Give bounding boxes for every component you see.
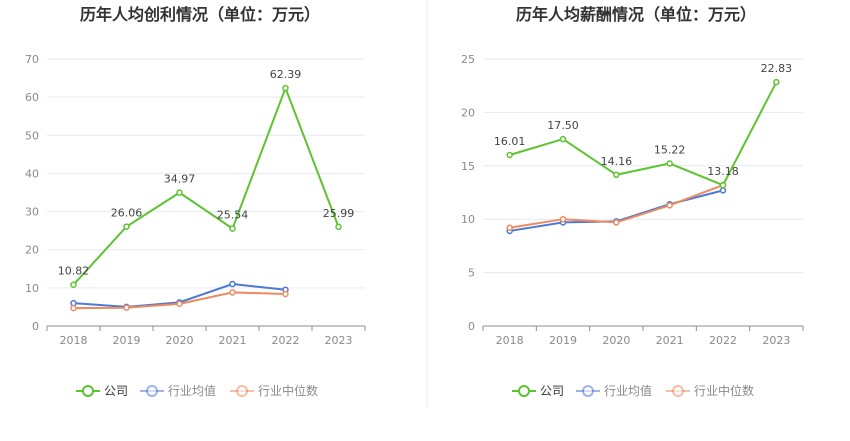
data-point <box>282 290 289 298</box>
y-tick-label: 10 <box>25 282 39 295</box>
data-point <box>70 304 77 312</box>
data-point <box>229 225 236 232</box>
data-point <box>123 223 130 230</box>
data-point <box>613 171 620 179</box>
data-point <box>773 78 780 86</box>
legend-label: 行业均值 <box>604 383 652 398</box>
y-tick-label: 70 <box>25 53 39 66</box>
y-tick-label: 0 <box>32 320 39 333</box>
y-tick-label: 0 <box>468 320 475 333</box>
data-point <box>176 300 183 308</box>
legend-label: 行业中位数 <box>258 383 318 398</box>
legend-swatch-marker <box>518 385 530 397</box>
y-tick-label: 30 <box>25 206 39 219</box>
data-point <box>666 202 673 209</box>
data-point <box>559 135 567 143</box>
data-label: 16.01 <box>494 135 526 148</box>
chart-title: 历年人均薪酬情况（单位：万元） <box>516 5 756 24</box>
data-point <box>719 187 727 194</box>
legend-swatch-marker <box>582 385 594 397</box>
data-point <box>506 151 513 159</box>
data-label: 17.50 <box>547 119 579 132</box>
legend-swatch-marker <box>236 385 248 397</box>
legend-label: 公司 <box>104 384 128 398</box>
series-line-company <box>72 85 340 286</box>
data-point <box>335 223 342 231</box>
data-point <box>176 189 183 196</box>
x-tick-label: 2022 <box>709 334 737 347</box>
legend-swatch-marker <box>82 385 94 397</box>
x-tick-label: 2019 <box>549 334 577 347</box>
y-tick-label: 25 <box>461 53 475 66</box>
data-point <box>719 181 727 189</box>
data-label: 25.99 <box>323 207 355 220</box>
data-label: 10.82 <box>58 265 90 278</box>
data-point <box>506 224 513 231</box>
legend-label: 公司 <box>540 384 564 398</box>
data-label: 14.16 <box>601 155 633 168</box>
data-point <box>123 304 130 311</box>
data-label: 22.83 <box>761 62 793 75</box>
x-tick-label: 2023 <box>325 334 353 347</box>
y-tick-label: 50 <box>25 129 39 142</box>
x-tick-label: 2022 <box>272 334 300 347</box>
data-label: 34.97 <box>164 173 196 186</box>
chart-title: 历年人均创利情况（单位：万元） <box>80 5 320 24</box>
data-point <box>613 219 620 226</box>
data-point <box>229 280 236 288</box>
y-tick-label: 10 <box>461 213 475 226</box>
x-tick-label: 2020 <box>602 334 630 347</box>
y-tick-label: 20 <box>461 106 475 119</box>
y-tick-label: 40 <box>25 167 39 180</box>
x-tick-label: 2018 <box>60 334 88 347</box>
data-label: 15.22 <box>654 143 686 156</box>
data-label: 62.39 <box>270 68 302 81</box>
x-tick-label: 2023 <box>762 334 790 347</box>
x-tick-label: 2021 <box>656 334 684 347</box>
data-point <box>229 289 236 296</box>
data-point <box>70 281 77 288</box>
x-tick-label: 2020 <box>166 334 194 347</box>
x-tick-label: 2021 <box>219 334 247 347</box>
y-tick-label: 60 <box>25 91 39 104</box>
data-point <box>282 84 289 92</box>
y-tick-label: 15 <box>461 160 475 173</box>
data-label: 25.54 <box>217 209 249 222</box>
x-tick-label: 2018 <box>496 334 524 347</box>
y-tick-label: 20 <box>25 244 39 257</box>
legend-swatch-marker <box>146 385 158 397</box>
legend-swatch-marker <box>672 385 684 397</box>
legend-label: 行业均值 <box>168 383 216 398</box>
series-line-company <box>509 81 778 187</box>
data-point <box>559 215 567 223</box>
data-label: 26.06 <box>111 207 143 220</box>
legend-label: 行业中位数 <box>694 383 754 398</box>
x-tick-label: 2019 <box>113 334 141 347</box>
data-point <box>666 160 673 167</box>
y-tick-label: 5 <box>468 267 475 280</box>
data-label: 13.18 <box>707 165 739 178</box>
